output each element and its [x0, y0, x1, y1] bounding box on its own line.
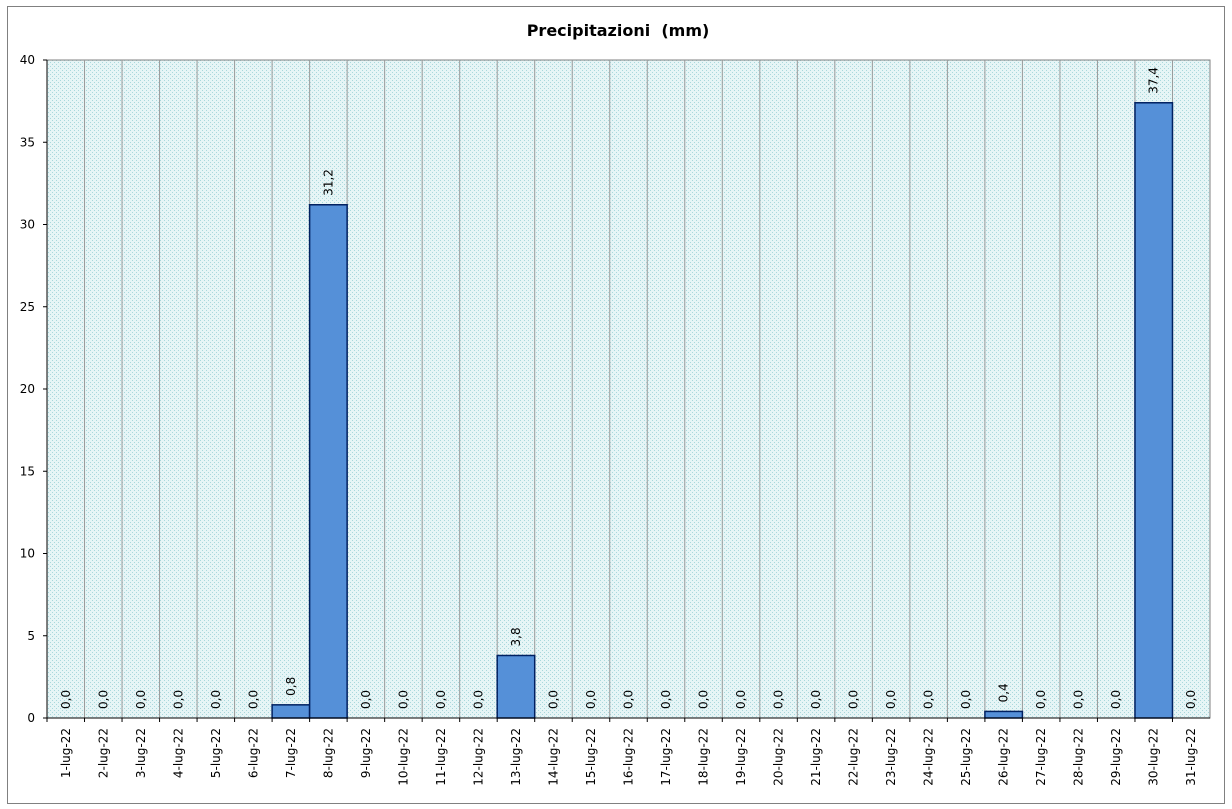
x-tick-label: 10-lug-22 — [396, 728, 410, 786]
x-tick-label: 29-lug-22 — [1109, 728, 1123, 786]
data-label: 0,0 — [134, 690, 148, 709]
data-label: 0,0 — [546, 690, 560, 709]
data-label: 0,4 — [997, 683, 1011, 702]
bar — [496, 654, 536, 719]
x-tick-label: 20-lug-22 — [772, 728, 786, 786]
y-tick-label: 10 — [20, 547, 35, 561]
data-label: 0,0 — [959, 690, 973, 709]
x-tick-label: 23-lug-22 — [884, 728, 898, 786]
data-label: 0,0 — [772, 690, 786, 709]
data-label: 0,0 — [809, 690, 823, 709]
data-label: 0,0 — [434, 690, 448, 709]
x-tick-label: 3-lug-22 — [134, 728, 148, 778]
data-label: 0,0 — [96, 690, 110, 709]
chart-title: Precipitazioni (mm) — [527, 21, 710, 40]
bar — [1134, 102, 1174, 719]
x-tick-label: 1-lug-22 — [59, 728, 73, 778]
data-label: 0,0 — [1109, 690, 1123, 709]
data-label: 0,0 — [847, 690, 861, 709]
data-label: 0,0 — [1072, 690, 1086, 709]
data-label: 0,8 — [284, 677, 298, 696]
data-label: 0,0 — [396, 690, 410, 709]
y-tick-label: 30 — [20, 218, 35, 232]
plot-area — [46, 59, 1211, 719]
data-label: 0,0 — [471, 690, 485, 709]
data-label: 0,0 — [246, 690, 260, 709]
x-tick-label: 19-lug-22 — [734, 728, 748, 786]
y-tick-label: 40 — [20, 53, 35, 67]
x-tick-label: 4-lug-22 — [171, 728, 185, 778]
data-label: 0,0 — [1184, 690, 1198, 709]
x-tick-label: 30-lug-22 — [1147, 728, 1161, 786]
data-label: 0,0 — [584, 690, 598, 709]
x-tick-label: 28-lug-22 — [1072, 728, 1086, 786]
data-label: 0,0 — [209, 690, 223, 709]
x-tick-label: 16-lug-22 — [622, 728, 636, 786]
data-label: 37,4 — [1147, 67, 1161, 94]
x-tick-label: 13-lug-22 — [509, 728, 523, 786]
x-tick-label: 24-lug-22 — [922, 728, 936, 786]
y-tick-label: 35 — [20, 135, 35, 149]
y-tick-label: 0 — [27, 711, 35, 725]
data-label: 0,0 — [922, 690, 936, 709]
y-tick-label: 20 — [20, 382, 35, 396]
x-tick-label: 25-lug-22 — [959, 728, 973, 786]
x-tick-label: 27-lug-22 — [1034, 728, 1048, 786]
x-tick-label: 22-lug-22 — [847, 728, 861, 786]
x-tick-label: 15-lug-22 — [584, 728, 598, 786]
x-tick-label: 12-lug-22 — [471, 728, 485, 786]
x-tick-label: 5-lug-22 — [209, 728, 223, 778]
data-label: 0,0 — [359, 690, 373, 709]
bar — [271, 704, 311, 719]
bar — [984, 710, 1024, 719]
data-label: 0,0 — [622, 690, 636, 709]
bar — [308, 204, 348, 719]
data-label: 0,0 — [734, 690, 748, 709]
data-label: 0,0 — [659, 690, 673, 709]
x-tick-label: 8-lug-22 — [321, 728, 335, 778]
data-label: 0,0 — [171, 690, 185, 709]
x-tick-label: 6-lug-22 — [246, 728, 260, 778]
x-tick-label: 2-lug-22 — [96, 728, 110, 778]
x-tick-label: 18-lug-22 — [697, 728, 711, 786]
x-tick-label: 7-lug-22 — [284, 728, 298, 778]
x-tick-label: 21-lug-22 — [809, 728, 823, 786]
data-label: 0,0 — [697, 690, 711, 709]
x-tick-label: 17-lug-22 — [659, 728, 673, 786]
data-label: 31,2 — [321, 169, 335, 196]
x-tick-label: 26-lug-22 — [997, 728, 1011, 786]
x-tick-label: 11-lug-22 — [434, 728, 448, 786]
y-tick-label: 25 — [20, 300, 35, 314]
x-tick-label: 31-lug-22 — [1184, 728, 1198, 786]
y-tick-label: 15 — [20, 464, 35, 478]
y-tick-label: 5 — [27, 629, 35, 643]
data-label: 0,0 — [1034, 690, 1048, 709]
x-tick-label: 14-lug-22 — [546, 728, 560, 786]
data-label: 0,0 — [884, 690, 898, 709]
x-tick-label: 9-lug-22 — [359, 728, 373, 778]
data-label: 0,0 — [59, 690, 73, 709]
data-label: 3,8 — [509, 627, 523, 646]
